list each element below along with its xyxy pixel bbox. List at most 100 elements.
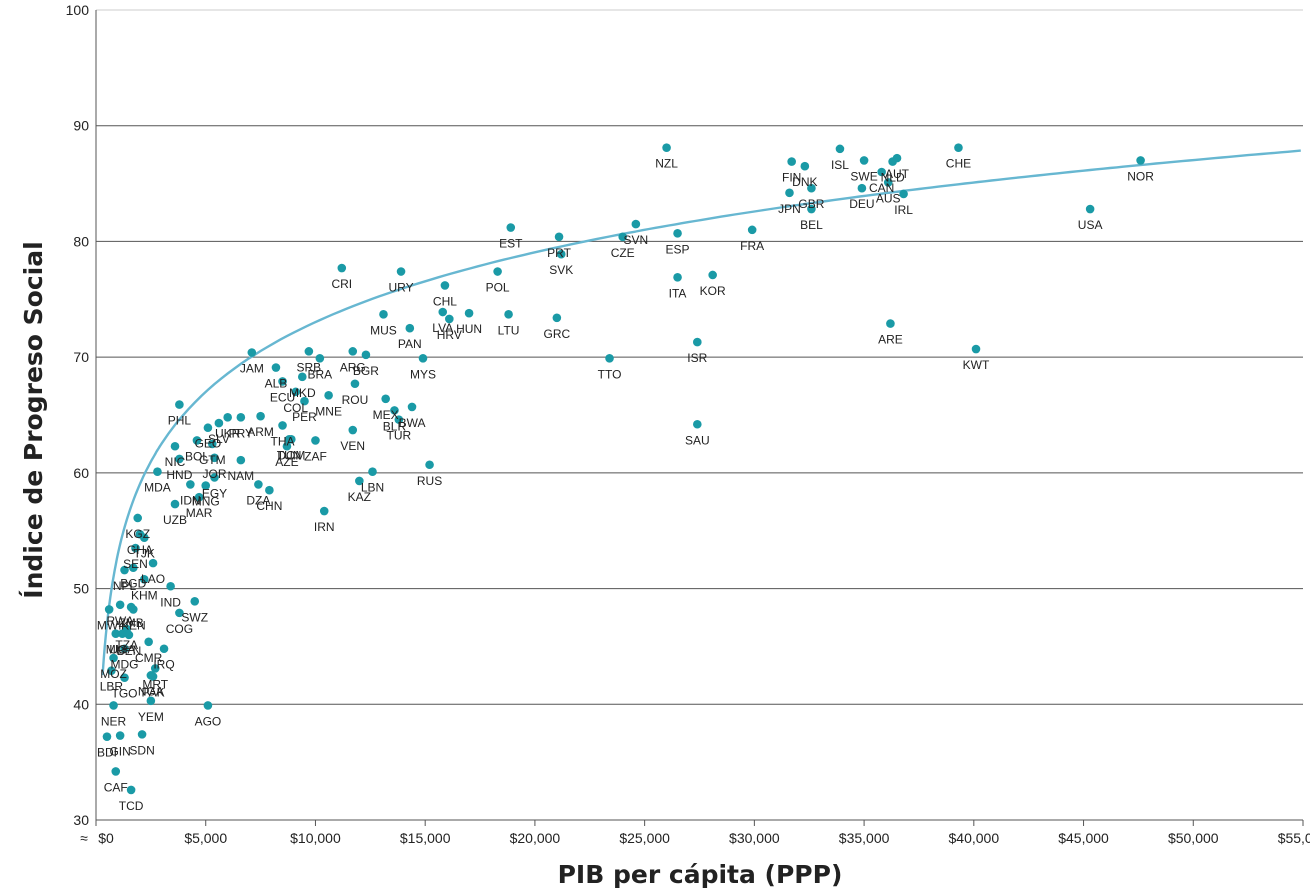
y-tick-label: 100: [66, 2, 90, 18]
data-point-sdn: [137, 730, 147, 739]
point-label-aut: AUT: [885, 167, 910, 181]
data-point-irl: [899, 189, 908, 199]
data-point-bel: [807, 204, 816, 214]
point-label-bol: BOL: [185, 449, 209, 463]
data-point-lao: [148, 558, 158, 568]
data-point-phl: [175, 400, 184, 409]
point-label-grc: GRC: [544, 327, 571, 341]
data-point-lbn: [368, 467, 377, 477]
point-label-nam: NAM: [228, 469, 255, 483]
point-label-jor: JOR: [203, 467, 227, 481]
data-point-mrt: [150, 664, 160, 673]
point-label-mwi: MWI: [97, 618, 122, 632]
data-point-swe: [859, 156, 869, 165]
y-tick-label: 80: [73, 233, 89, 249]
point-label-moz: MOZ: [100, 667, 127, 681]
x-tick-label: $5,000: [184, 830, 227, 846]
data-point-svn: [631, 219, 641, 229]
data-point-rus: [425, 460, 434, 470]
point-label-nzl: NZL: [655, 157, 678, 171]
y-tick-label: 60: [73, 465, 89, 481]
point-label-pol: POL: [486, 281, 510, 295]
point-label-mdg: MDG: [111, 658, 139, 672]
point-label-isl: ISL: [831, 158, 849, 172]
data-point-tur: [394, 415, 404, 424]
point-label-che: CHE: [946, 157, 971, 171]
data-point-uzb: [170, 499, 180, 509]
y-tick-label: 70: [73, 349, 89, 365]
point-label-tgo: TGO: [112, 687, 138, 701]
point-label-swe: SWE: [850, 169, 877, 183]
data-point-zaf: [311, 436, 320, 445]
data-point-geo: [203, 423, 213, 433]
point-label-ita: ITA: [669, 286, 687, 300]
point-label-mrt: MRT: [142, 677, 168, 691]
data-point-grc: [552, 313, 562, 323]
data-point-mng: [201, 481, 211, 490]
point-label-sen: SEN: [123, 557, 148, 571]
x-tick-label: $55,000: [1278, 830, 1310, 846]
x-tick-label: $10,000: [290, 830, 341, 846]
point-label-gtm: GTM: [199, 453, 226, 467]
data-point-deu: [857, 183, 867, 193]
data-point-svk: [556, 249, 566, 259]
data-point-aus: [883, 178, 893, 187]
point-label-bdi: BDI: [97, 746, 117, 760]
point-label-lao: LAO: [141, 572, 165, 586]
data-point-nam: [236, 455, 246, 465]
data-point-esp: [673, 229, 682, 238]
point-label-tto: TTO: [598, 367, 622, 381]
point-label-aze: AZE: [275, 455, 298, 469]
data-point-ind: [166, 581, 175, 591]
data-point-nzl: [662, 143, 671, 152]
data-point-bdi: [102, 732, 112, 741]
point-label-mne: MNE: [315, 404, 342, 418]
data-point-npl: [120, 565, 129, 575]
data-point-bgd: [129, 563, 138, 573]
point-label-caf: CAF: [104, 780, 128, 794]
data-point-mys: [418, 354, 428, 363]
x-tick-label: $35,000: [839, 830, 890, 846]
point-label-zaf: ZAF: [304, 449, 327, 463]
point-label-bwa: BWA: [399, 416, 426, 430]
x-axis: $0 $5,000 $10,000 $15,000 $20,000 $25,000 $30,…: [80, 819, 1310, 846]
data-point-mne: [324, 391, 333, 400]
data-point-tcd: [126, 785, 136, 795]
data-point-isl: [835, 144, 845, 154]
point-label-jam: JAM: [240, 362, 264, 376]
point-label-usa: USA: [1078, 218, 1103, 232]
point-label-ukr: UKR: [215, 426, 241, 440]
data-point-ner: [109, 701, 118, 710]
point-label-nic: NIC: [165, 455, 186, 469]
data-point-mdg: [120, 644, 129, 654]
point-label-jpn: JPN: [778, 202, 801, 216]
point-label-per: PER: [292, 410, 317, 424]
data-point-aut: [892, 153, 902, 163]
point-label-fin: FIN: [782, 171, 801, 185]
point-label-cmr: CMR: [135, 651, 163, 665]
gridlines: [96, 9, 1303, 821]
data-point-rou: [350, 379, 360, 389]
point-label-mar: MAR: [186, 506, 213, 520]
point-label-slv: SLV: [208, 432, 230, 446]
data-point-kaz: [355, 476, 364, 486]
point-label-swz: SWZ: [181, 610, 208, 624]
data-point-pan: [405, 323, 415, 333]
point-label-khm: KHM: [131, 588, 158, 602]
point-label-isr: ISR: [687, 351, 707, 365]
data-point-mwi: [104, 605, 114, 614]
data-point-nic: [170, 441, 180, 451]
data-point-blr: [390, 406, 399, 415]
data-point-che: [954, 143, 963, 152]
data-point-bgr: [361, 350, 371, 360]
point-label-kwt: KWT: [963, 358, 990, 372]
x-tick-label: $15,000: [400, 830, 451, 846]
data-point-gin: [115, 731, 125, 740]
point-label-cze: CZE: [611, 246, 635, 260]
data-point-chl: [440, 281, 450, 290]
data-point-kor: [708, 270, 717, 280]
point-label-npl: NPL: [113, 579, 137, 593]
point-label-lbr: LBR: [100, 680, 124, 694]
point-label-blr: BLR: [383, 419, 407, 433]
